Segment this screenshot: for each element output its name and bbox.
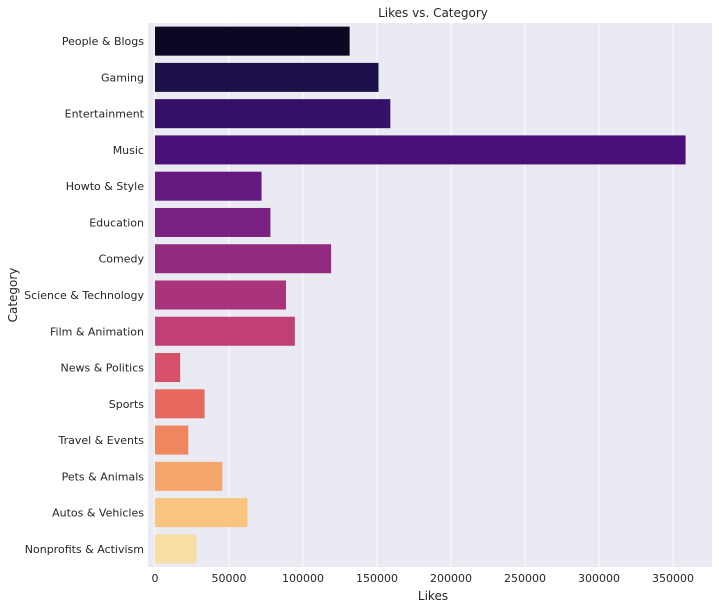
- x-tick-label: 100000: [282, 572, 324, 585]
- bars: [155, 26, 686, 564]
- x-tick-label: 250000: [504, 572, 546, 585]
- y-axis-label: Category: [6, 268, 20, 323]
- bar: [155, 316, 295, 346]
- bar: [155, 99, 391, 129]
- x-axis-label: Likes: [418, 589, 448, 603]
- bar: [155, 534, 197, 564]
- category-tick-label: People & Blogs: [62, 35, 144, 48]
- bar: [155, 244, 332, 274]
- category-tick-label: Film & Animation: [50, 325, 144, 338]
- x-tick-label: 150000: [356, 572, 398, 585]
- bar: [155, 207, 271, 237]
- bar: [155, 26, 350, 56]
- chart-title: Likes vs. Category: [378, 6, 488, 20]
- bar: [155, 425, 189, 455]
- x-tick-label: 200000: [430, 572, 472, 585]
- category-tick-labels: People & Blogs Gaming Entertainment Music Ho…: [24, 35, 145, 556]
- bar: [155, 62, 379, 92]
- category-tick-label: Music: [113, 144, 144, 157]
- bar: [155, 498, 248, 528]
- category-tick-label: Travel & Events: [57, 434, 144, 447]
- category-tick-label: Sports: [109, 398, 145, 411]
- bar: [155, 461, 223, 491]
- bar: [155, 280, 286, 310]
- x-tick-label: 50000: [212, 572, 247, 585]
- bar: [155, 353, 181, 383]
- x-tick-label: 300000: [578, 572, 620, 585]
- category-tick-label: Education: [89, 216, 144, 229]
- x-tick-label: 350000: [652, 572, 694, 585]
- category-tick-label: Entertainment: [65, 108, 145, 121]
- category-tick-label: Gaming: [101, 71, 144, 84]
- bar: [155, 135, 686, 165]
- x-tick-label: 0: [152, 572, 159, 585]
- bar: [155, 389, 205, 419]
- x-tick-labels: 0 50000 100000 150000 200000 250000 300000 3500…: [152, 572, 695, 585]
- category-tick-label: Pets & Animals: [62, 470, 145, 483]
- category-tick-label: Nonprofits & Activism: [25, 543, 144, 556]
- bar: [155, 171, 262, 201]
- category-tick-label: News & Politics: [60, 362, 144, 375]
- category-tick-label: Comedy: [99, 253, 145, 266]
- category-tick-label: Howto & Style: [66, 180, 144, 193]
- category-tick-label: Science & Technology: [24, 289, 144, 302]
- category-tick-label: Autos & Vehicles: [52, 507, 144, 520]
